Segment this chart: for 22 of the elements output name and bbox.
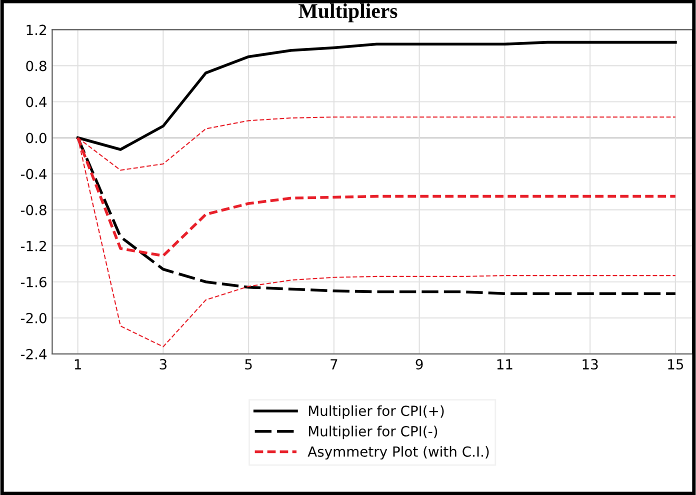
- y-tick-label: -0.4: [20, 168, 47, 180]
- chart-title: Multipliers: [298, 3, 398, 22]
- x-tick-label: 13: [582, 359, 598, 370]
- y-tick-label: -1.2: [20, 240, 46, 252]
- y-tick-label: -2.0: [20, 312, 46, 324]
- y-tick-label: -2.4: [20, 348, 47, 360]
- x-tick-label: 11: [497, 359, 512, 370]
- x-tick-label: 5: [245, 359, 252, 370]
- y-tick-label: -1.6: [20, 276, 46, 288]
- x-tick-label: 3: [160, 359, 166, 370]
- x-tick-label: 1: [74, 359, 81, 370]
- y-tick-label: 0.8: [26, 60, 46, 72]
- legend-label: Multiplier for CPI(+): [308, 405, 444, 419]
- y-tick-label: 0.4: [26, 96, 47, 108]
- x-tick-label: 7: [330, 359, 338, 370]
- y-tick-label: 1.2: [26, 24, 46, 35]
- y-tick-label: 0.0: [26, 132, 46, 144]
- legend-label: Multiplier for CPI(-): [308, 426, 438, 440]
- x-tick-label: 9: [416, 359, 423, 370]
- y-tick-label: -0.8: [20, 204, 46, 216]
- x-tick-label: 15: [668, 359, 684, 370]
- legend-label: Asymmetry Plot (with C.I.): [308, 446, 489, 460]
